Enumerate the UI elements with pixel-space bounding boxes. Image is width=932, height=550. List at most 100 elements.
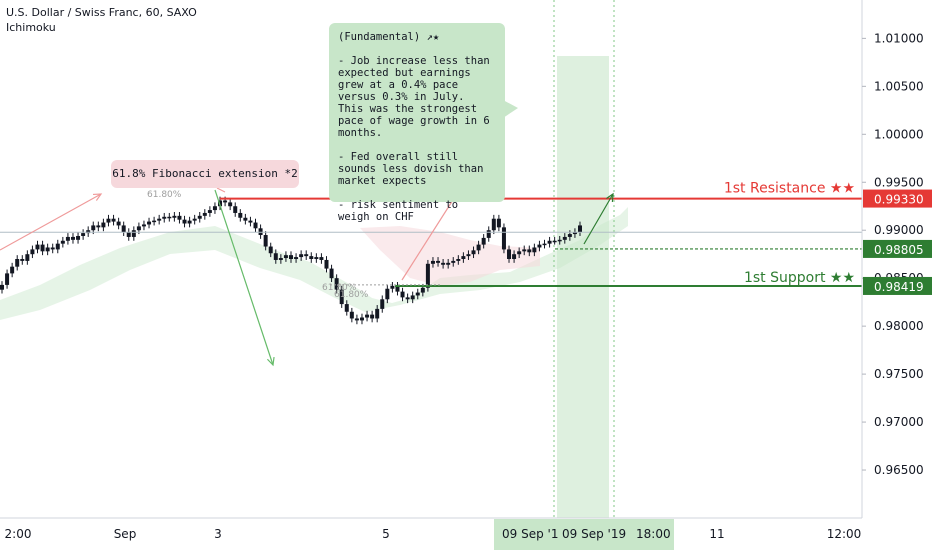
ichimoku-cloud	[0, 207, 628, 320]
candle-body	[354, 318, 359, 321]
y-tick-label: 0.97000	[874, 415, 924, 429]
y-tick-label: 1.01000	[874, 31, 924, 45]
candle-body	[405, 297, 410, 300]
candle-body	[10, 266, 15, 274]
candle-body	[329, 268, 334, 279]
candle-body	[116, 221, 121, 226]
candle-body	[15, 259, 20, 267]
candle-body	[390, 285, 395, 289]
candle-body	[233, 206, 238, 213]
candle-body	[370, 314, 375, 319]
y-tick-label: 0.99000	[874, 223, 924, 237]
x-tick-label: 2:00	[5, 527, 32, 541]
projection-arrow-head	[606, 192, 614, 203]
candle-body	[446, 262, 451, 265]
candle-body	[349, 311, 354, 319]
fib-mark: 61.80%	[334, 290, 369, 300]
candle-body	[202, 212, 207, 216]
y-tick-label: 0.96500	[874, 463, 924, 477]
x-tick-label: 11	[709, 527, 724, 541]
candle-body	[50, 247, 55, 250]
y-tick-label: 1.00500	[874, 79, 924, 93]
candle-body	[339, 289, 344, 305]
candle-body	[157, 218, 162, 221]
candle-body	[420, 287, 425, 293]
candle-body	[162, 216, 167, 219]
pivot-price-tag: 0.98805	[874, 243, 924, 257]
fib-note-tail	[216, 187, 226, 193]
candle-body	[344, 304, 349, 312]
fib-arrow-up-head	[92, 193, 103, 201]
candle-body	[517, 251, 522, 255]
candle-body	[101, 222, 106, 228]
candle-body	[131, 230, 136, 237]
candle-body	[532, 247, 537, 253]
candle-body	[567, 234, 572, 237]
candle-body	[25, 254, 30, 261]
candle-body	[481, 237, 486, 245]
candle-body	[395, 285, 400, 292]
candle-body	[314, 257, 319, 259]
candle-body	[304, 254, 309, 257]
candle-body	[141, 224, 146, 227]
candle-body	[375, 308, 380, 319]
candle-body	[547, 240, 552, 244]
fibonacci-note[interactable]: 61.8% Fibonacci extension *2	[111, 160, 299, 188]
resistance-price-tag-bg	[863, 189, 932, 208]
candle-body	[430, 260, 435, 264]
candle-body	[0, 284, 4, 290]
candle-body	[491, 218, 496, 231]
candle-body	[258, 228, 263, 236]
candle-body	[451, 260, 456, 263]
fib-mark: 61.80%	[322, 283, 357, 293]
candle-body	[55, 243, 60, 250]
candle-body	[283, 255, 288, 259]
candle-body	[223, 200, 228, 203]
candle-body	[172, 215, 177, 218]
candle-body	[248, 220, 253, 223]
candle-body	[552, 240, 557, 243]
candle-body	[365, 314, 370, 318]
candle-body	[40, 244, 45, 252]
candle-body	[334, 278, 339, 290]
candle-body	[471, 250, 476, 255]
resistance-price-tag: 0.99330	[874, 193, 924, 207]
candle-body	[182, 219, 187, 224]
candle-body	[507, 249, 512, 259]
candle-body	[147, 221, 152, 225]
indicator-label[interactable]: Ichimoku	[6, 21, 56, 34]
y-tick-label: 0.97500	[874, 367, 924, 381]
candle-body	[294, 257, 299, 259]
candle-body	[187, 220, 192, 224]
fib-arrow-up	[0, 193, 102, 251]
time-axis-highlight	[494, 519, 674, 550]
candle-body	[45, 247, 50, 252]
candle-body	[106, 218, 111, 223]
candle-body	[96, 225, 101, 228]
candle-body	[410, 295, 415, 300]
candle-body	[456, 259, 461, 261]
candle-body	[212, 206, 217, 211]
resistance-label: 1st Resistance ★★	[724, 181, 855, 197]
candle-body	[121, 225, 126, 233]
projection-arrow	[583, 193, 614, 245]
candle-body	[60, 240, 65, 244]
candle-body	[177, 215, 182, 220]
fundamental-note[interactable]: (Fundamental) ↗★ - Job increase less tha…	[329, 23, 505, 223]
candle-body	[91, 225, 96, 231]
candle-body	[192, 218, 197, 221]
candle-body	[542, 243, 547, 246]
fib-arrow-down	[214, 189, 274, 366]
candle-body	[65, 236, 70, 241]
x-tick-highlight: 09 Sep '1	[502, 527, 558, 541]
candle-body	[197, 215, 202, 219]
candle-body	[324, 259, 329, 269]
candle-body	[253, 222, 258, 229]
candle-body	[299, 254, 304, 258]
x-tick-label: 12:00	[827, 527, 862, 541]
candle-body	[359, 317, 364, 321]
x-tick-label: 5	[382, 527, 390, 541]
candle-body	[486, 230, 491, 238]
candle-body	[415, 292, 420, 296]
